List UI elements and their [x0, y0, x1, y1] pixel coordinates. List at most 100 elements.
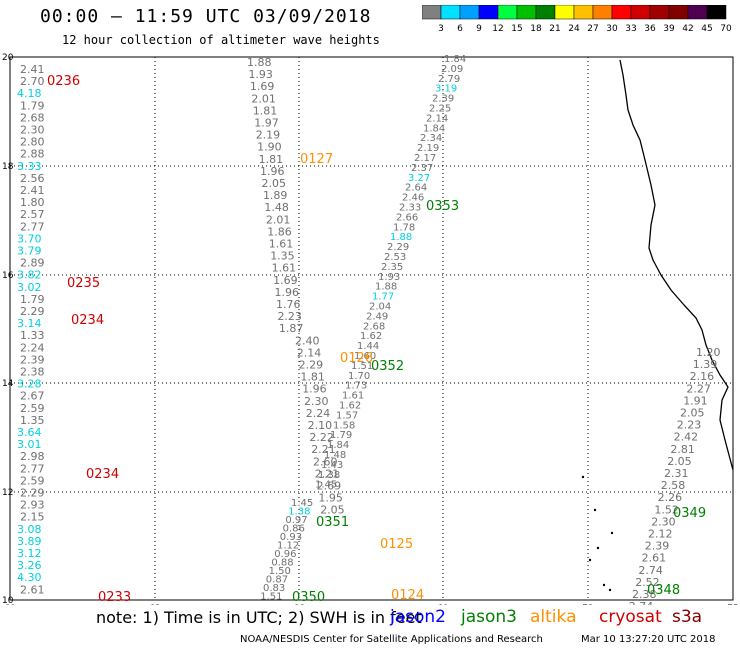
wave-height-value: 2.52: [635, 576, 660, 589]
wave-height-value: 1.69: [250, 80, 275, 93]
wave-height-value: 2.81: [670, 443, 695, 456]
wave-height-value: 2.70: [20, 75, 45, 88]
colorbar-tick: 6: [457, 24, 463, 33]
colorbar-tick: 39: [663, 24, 675, 33]
wave-height-value: 2.01: [266, 213, 291, 226]
pass-label: 0351: [316, 515, 349, 530]
map-title: 00:00 – 11:59 UTC 03/09/2018: [40, 6, 372, 27]
wave-height-value: 0.96: [274, 549, 296, 560]
wave-height-value: 2.93: [20, 499, 45, 512]
wave-height-value: 2.39: [432, 94, 454, 105]
wave-height-value: 1.80: [20, 196, 45, 209]
wave-height-value: 2.67: [20, 390, 45, 403]
wave-height-value: 2.15: [20, 511, 45, 524]
wave-height-value: 1.12: [277, 541, 299, 552]
wave-height-value: 1.84: [423, 123, 445, 134]
wave-height-value: 2.22: [309, 431, 334, 444]
wave-height-value: 1.57: [336, 410, 358, 421]
wave-height-value: 2.29: [387, 242, 409, 253]
wave-height-value: 1.33: [20, 329, 45, 342]
wave-height-value: 1.81: [259, 153, 284, 166]
footer-credit: NOAA/NESDIS Center for Satellite Applica…: [240, 634, 543, 645]
pass-label: 0234: [71, 313, 104, 328]
wave-height-value: 1.62: [339, 401, 361, 412]
wave-height-value: 2.40: [295, 334, 320, 347]
wave-height-value: 2.19: [256, 129, 281, 142]
lon-tick-label: 63: [149, 604, 160, 605]
wave-height-value: 2.41: [20, 63, 45, 76]
wave-height-value: 1.88: [390, 232, 412, 243]
wave-height-value: 1.91: [683, 394, 708, 407]
wave-height-value: 2.39: [20, 353, 45, 366]
wave-height-value: 2.14: [426, 113, 448, 124]
wave-height-value: 3.79: [17, 245, 42, 258]
wave-height-value: 2.05: [320, 504, 345, 517]
wave-height-value: 3.33: [17, 160, 42, 173]
wave-height-value: 2.05: [667, 455, 692, 468]
wave-height-value: 2.80: [20, 136, 45, 149]
wave-height-value: 1.95: [318, 492, 343, 505]
wave-height-value: 2.60: [313, 455, 338, 468]
wave-height-value: 1.35: [270, 250, 295, 263]
pass-label: 0348: [647, 583, 680, 598]
wave-height-value: 2.27: [686, 382, 711, 395]
wave-height-value: 2.14: [297, 346, 322, 359]
wave-height-value: 2.17: [414, 153, 436, 164]
wave-height-value: 2.61: [20, 583, 45, 596]
wave-height-value: 1.51: [260, 592, 282, 603]
wave-height-value: 1.62: [360, 331, 382, 342]
lat-tick-label: 10: [2, 596, 14, 605]
legend-jason2: jason2: [390, 607, 446, 627]
wave-height-value: 3.64: [17, 426, 42, 439]
island-mark: [602, 583, 606, 587]
wave-height-value: 2.23: [677, 419, 702, 432]
pass-label: 0350: [292, 590, 325, 605]
colorbar-tick: 33: [625, 24, 636, 33]
legend-jason3: jason3: [461, 607, 517, 627]
wave-height-value: 3.02: [17, 281, 42, 294]
pass-label: 0236: [47, 74, 80, 89]
legend-s3a: s3a: [672, 607, 703, 627]
wave-height-value: 1.86: [267, 225, 292, 238]
wave-height-value: 2.05: [680, 407, 705, 420]
wave-height-value: 3.19: [435, 84, 457, 95]
wave-height-value: 2.30: [651, 515, 676, 528]
lat-tick-label: 14: [2, 379, 14, 389]
colorbar-tick: 30: [606, 24, 618, 33]
wave-height-value: 2.89: [20, 257, 45, 270]
colorbar-tick: 12: [492, 24, 503, 33]
wave-height-value: 1.61: [342, 391, 364, 402]
wave-height-value: 1.79: [330, 430, 352, 441]
wave-height-value: 2.09: [441, 64, 463, 75]
pass-label: 0235: [67, 276, 100, 291]
wave-height-value: 2.77: [20, 220, 45, 233]
wave-height-value: 2.21: [311, 443, 336, 456]
wave-height-value: 4.18: [17, 87, 42, 100]
wave-height-value: 2.64: [405, 183, 427, 194]
wave-height-value: 2.59: [20, 474, 45, 487]
wave-height-value: 2.05: [262, 177, 287, 190]
wave-height-value: 2.34: [420, 133, 442, 144]
wave-height-value: 1.96: [260, 165, 285, 178]
wave-height-value: 2.59: [20, 402, 45, 415]
lon-tick-label: 66: [293, 604, 305, 605]
wave-height-value: 3.89: [17, 535, 42, 548]
wave-height-value: 1.39: [693, 358, 718, 371]
wave-height-value: 2.66: [396, 212, 418, 223]
wave-height-value: 0.88: [271, 558, 293, 569]
pass-label: 0124: [391, 588, 424, 603]
wave-height-value: 0.97: [285, 515, 307, 526]
wave-height-value: 1.35: [20, 414, 45, 427]
island-mark: [581, 475, 585, 479]
wave-height-value: 2.01: [251, 92, 276, 105]
pass-label: 0127: [300, 152, 333, 167]
wave-height-value: 2.74: [629, 600, 654, 605]
wave-height-value: 2.23: [277, 310, 302, 323]
wave-height-value: 1.76: [276, 298, 301, 311]
wave-height-value: 1.20: [696, 346, 721, 359]
wave-height-value: 2.10: [308, 419, 333, 432]
wave-height-value: 3.82: [17, 269, 42, 282]
wave-height-value: 0.93: [280, 532, 302, 543]
island-mark: [610, 531, 614, 535]
